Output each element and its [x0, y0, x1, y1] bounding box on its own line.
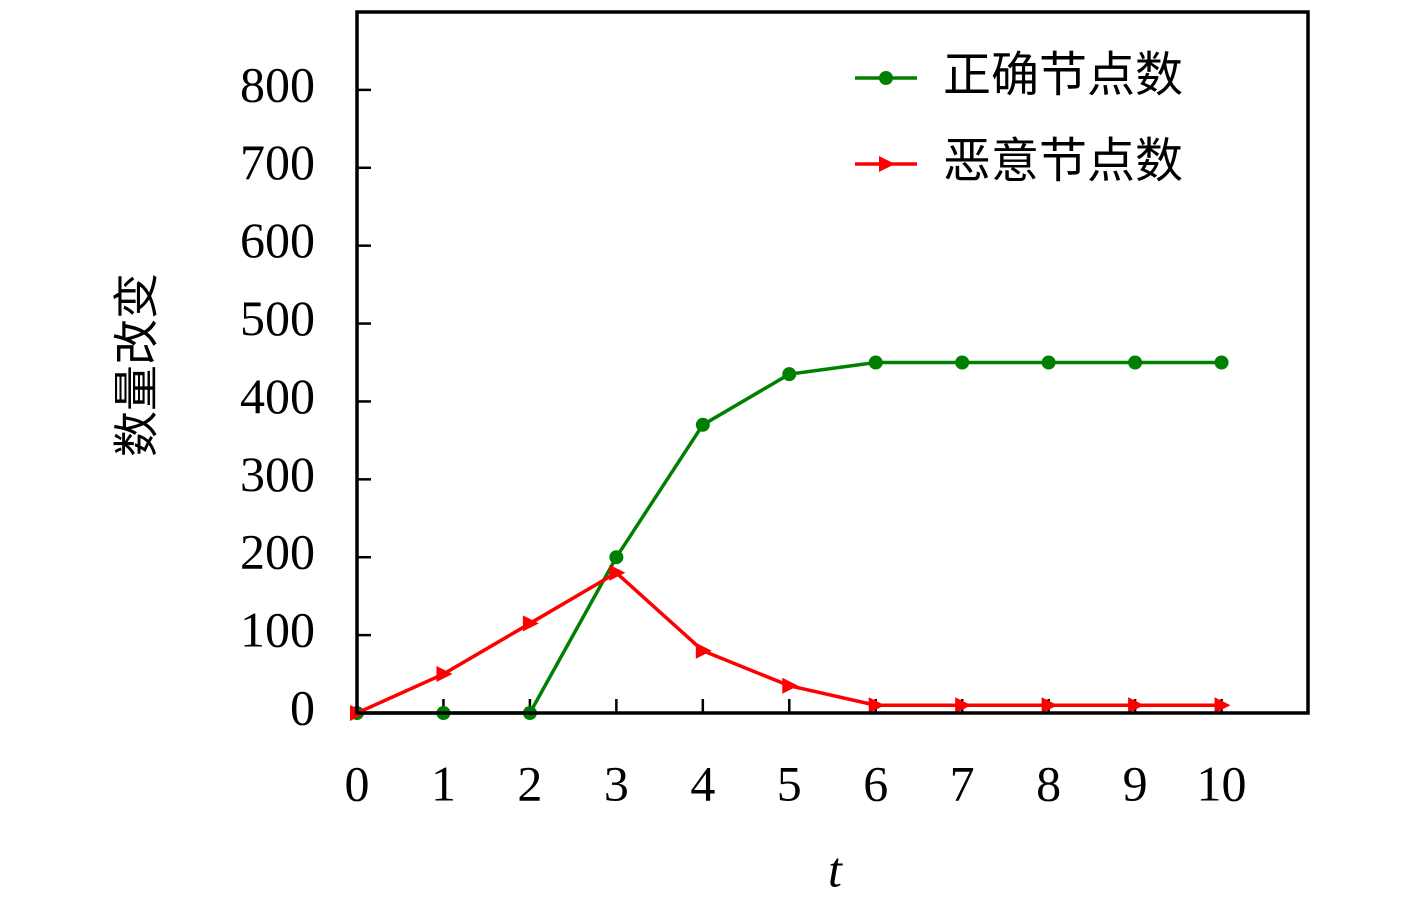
point — [1128, 355, 1143, 370]
point — [1041, 355, 1056, 370]
y-tick-label: 300 — [240, 446, 315, 502]
y-tick-label: 200 — [240, 524, 315, 580]
x-tick-label: 9 — [1123, 755, 1148, 811]
x-tick-label: 2 — [517, 755, 542, 811]
x-tick-label: 7 — [950, 755, 975, 811]
y-tick-label: 600 — [240, 212, 315, 268]
x-tick-label: 0 — [345, 755, 370, 811]
legend-marker — [879, 156, 895, 172]
x-tick-label: 10 — [1197, 755, 1247, 811]
x-tick-label: 1 — [431, 755, 456, 811]
y-tick-label: 100 — [240, 602, 315, 658]
point — [609, 550, 624, 565]
point — [955, 697, 972, 714]
x-tick-label: 6 — [863, 755, 888, 811]
point — [436, 666, 453, 683]
series-line — [357, 360, 1222, 715]
legend-label: 正确节点数 — [943, 47, 1183, 103]
point — [955, 355, 970, 370]
point — [868, 355, 883, 370]
x-tick-label: 5 — [777, 755, 802, 811]
point — [1041, 697, 1058, 714]
point — [782, 677, 799, 694]
legend-marker — [879, 71, 893, 85]
point — [695, 642, 712, 659]
x-tick-label: 8 — [1036, 755, 1061, 811]
point — [1128, 697, 1145, 714]
plot-frame — [355, 10, 1310, 715]
y-tick-label: 700 — [240, 134, 315, 190]
series-line — [356, 570, 1222, 715]
point — [1214, 355, 1229, 370]
x-tick-label: 4 — [690, 755, 715, 811]
point — [695, 417, 710, 432]
x-axis-label: t — [828, 841, 843, 897]
y-axis-label: 数量改变 — [110, 273, 164, 457]
point — [609, 564, 626, 581]
x-tick-label: 3 — [604, 755, 629, 811]
point — [522, 615, 539, 632]
point — [782, 367, 797, 382]
y-tick-label: 400 — [240, 368, 315, 424]
point — [868, 697, 885, 714]
point — [1214, 697, 1231, 714]
legend-label: 恶意节点数 — [943, 133, 1183, 189]
y-tick-label: 0 — [290, 679, 315, 735]
y-tick-label: 500 — [240, 290, 315, 346]
y-tick-label: 800 — [240, 56, 315, 112]
